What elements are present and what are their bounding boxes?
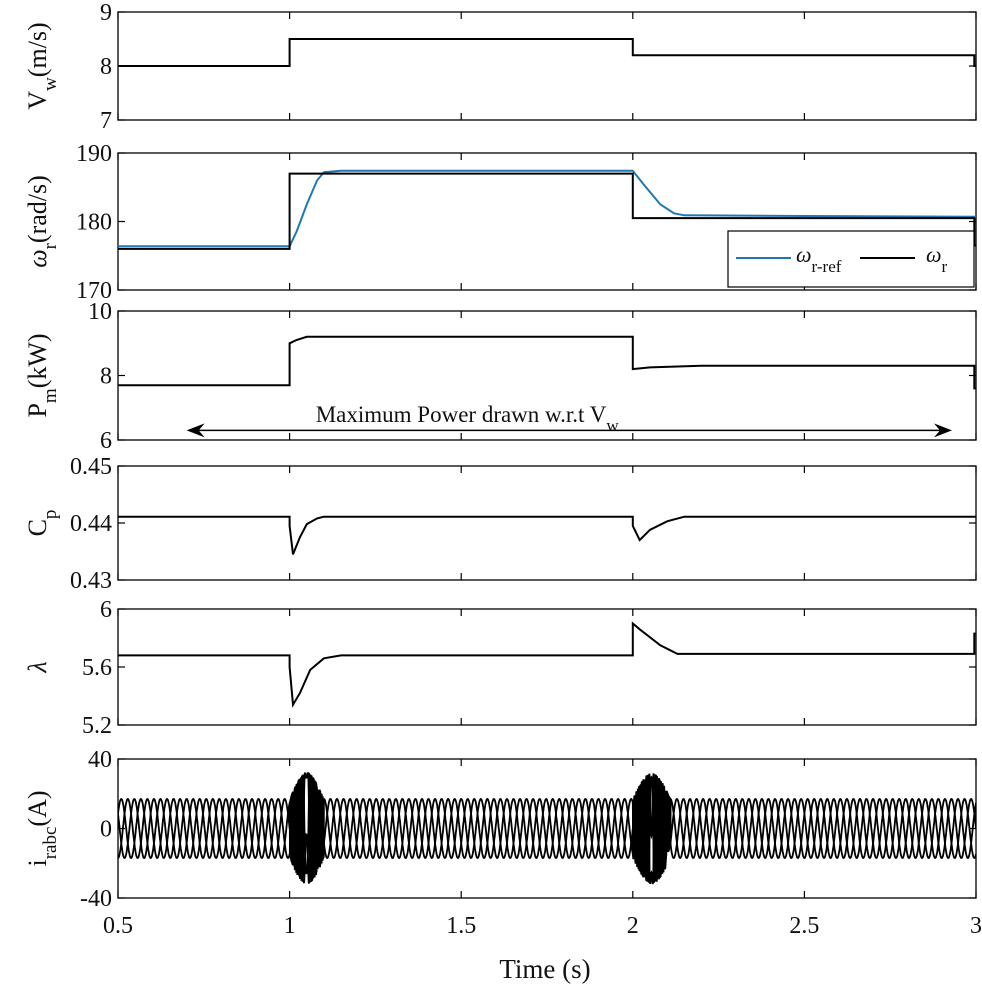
panel-6: -40 0 40 0.5 1 1.5 2 2.5 3 irabc(A) <box>23 747 982 939</box>
y-axis-label: ωr(rad/s) <box>23 175 61 268</box>
y-tick-label: 5.2 <box>82 713 112 739</box>
series-line-1 <box>118 335 976 390</box>
y-tick-label: 6 <box>100 597 112 623</box>
y-axis-label: Cp <box>23 510 61 537</box>
x-tick-label: 0.5 <box>103 913 133 939</box>
axes-frame <box>117 465 977 581</box>
annotation: Maximum Power drawn w.r.t Vw <box>186 402 952 438</box>
series-line-1 <box>118 515 976 555</box>
panel-5: 5.2 5.6 6 λ <box>23 597 977 739</box>
y-tick-label: 180 <box>76 210 112 236</box>
legend-label: ωr <box>926 242 948 276</box>
y-tick-label: 7 <box>100 108 112 134</box>
panel-2: 170 180 190 ωr(rad/s) ωr-ref ωr <box>23 141 977 304</box>
y-tick-label: 6 <box>100 428 112 454</box>
x-axis-label: Time (s) <box>499 954 590 984</box>
y-axis-label: Vw(m/s) <box>23 22 61 109</box>
x-tick-label: 3 <box>970 913 982 939</box>
y-tick-label: 8 <box>100 54 112 80</box>
y-tick-label: 8 <box>100 364 112 390</box>
y-tick-label: 190 <box>76 141 112 167</box>
annotation-arrowhead-left <box>186 423 205 438</box>
y-axis-label: λ <box>23 661 52 673</box>
x-tick-label: 1 <box>284 913 296 939</box>
y-axis-label: irabc(A) <box>23 790 61 866</box>
y-tick-label: -40 <box>80 886 112 912</box>
legend-box <box>727 230 975 288</box>
series-line-phase-2 <box>118 774 976 884</box>
y-tick-label: 0 <box>100 817 112 843</box>
y-tick-label: 0.43 <box>70 568 112 594</box>
series-line-1 <box>118 621 976 708</box>
series-line-1 <box>118 38 976 67</box>
y-axis-label: Pm(kW) <box>23 333 61 417</box>
y-tick-label: 9 <box>100 0 112 26</box>
panel-4: 0.43 0.44 0.45 Cp <box>23 454 977 594</box>
axes-frame <box>117 608 977 726</box>
annotation-text: Maximum Power drawn w.r.t Vw <box>316 402 620 435</box>
series-line-1 <box>118 169 976 248</box>
y-tick-label: 0.45 <box>70 454 112 480</box>
panel-1: 7 8 9 Vw(m/s) <box>23 0 977 134</box>
y-tick-label: 170 <box>76 278 112 304</box>
legend-label: ωr-ref <box>796 242 842 276</box>
y-tick-label: 5.6 <box>82 655 112 681</box>
series-line-phase-3 <box>118 771 976 885</box>
panel-3: 6 8 10 Pm(kW) Maximum Power drawn w.r.t Vw <box>23 299 977 454</box>
y-tick-label: 10 <box>88 299 112 325</box>
legend: ωr-ref ωr <box>727 230 975 288</box>
x-tick-label: 2.5 <box>789 913 819 939</box>
series-line-phase-1 <box>118 772 976 883</box>
x-tick-label: 1.5 <box>446 913 476 939</box>
y-tick-label: 40 <box>88 747 112 773</box>
annotation-arrowhead-right <box>933 423 952 438</box>
x-tick-label: 2 <box>627 913 639 939</box>
y-tick-label: 0.44 <box>70 511 112 537</box>
